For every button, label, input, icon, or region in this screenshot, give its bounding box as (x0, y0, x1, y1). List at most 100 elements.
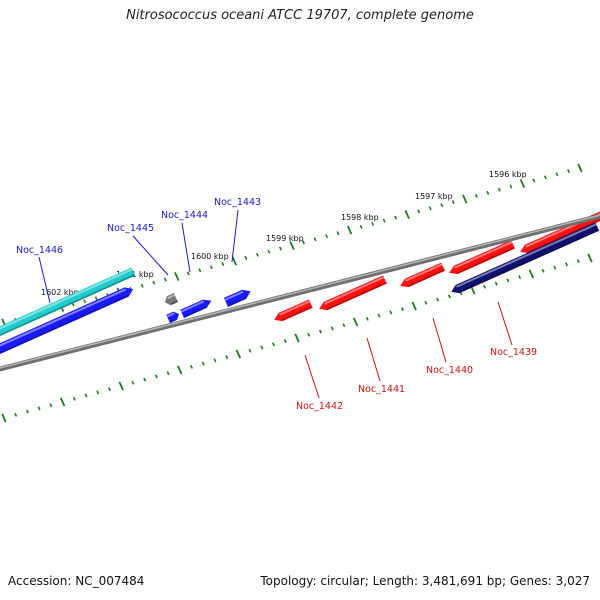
gene-noc-1442-shadow (281, 306, 313, 322)
inner-minor-tick (377, 313, 381, 318)
outer-minor-tick (451, 200, 455, 205)
inner-minor-tick (248, 348, 252, 353)
gene-noc-1440-highlight (405, 263, 443, 282)
outer-minor-tick (94, 296, 98, 301)
inner-minor-tick (494, 281, 498, 286)
leader-noc-1440 (432, 317, 447, 363)
inner-minor-tick (166, 371, 170, 376)
inner-minor-tick (330, 326, 334, 331)
gene-features (0, 211, 600, 355)
inner-minor-tick (518, 275, 522, 280)
map-title: Nitrosococcus oceani ATCC 19707, complet… (126, 8, 474, 23)
outer-minor-tick (497, 187, 501, 192)
inner-major-tick (1, 413, 7, 423)
inner-minor-tick (49, 403, 53, 408)
accession-text: Accession: NC_007484 (8, 574, 145, 588)
gene-noc-1444-highlight (180, 300, 205, 313)
inner-minor-tick (576, 259, 580, 264)
outer-minor-tick (221, 262, 225, 267)
backbone-line (0, 213, 600, 372)
inner-minor-tick (25, 409, 29, 414)
outer-minor-tick (336, 231, 340, 236)
gene-label-noc-1441: Noc_1441 (358, 384, 405, 395)
inner-minor-tick (96, 390, 100, 395)
inner-major-tick (118, 381, 124, 391)
inner-minor-tick (72, 396, 76, 401)
inner-major-tick (587, 253, 593, 263)
inner-minor-tick (506, 278, 510, 283)
outer-minor-tick (244, 255, 248, 260)
gene-noc-1445-shadow (169, 318, 178, 323)
inner-minor-tick (225, 355, 229, 360)
outer-minor-tick (417, 209, 421, 214)
outer-major-tick (577, 163, 583, 173)
gene-noc-1445-band (0, 287, 134, 355)
outer-minor-tick (382, 218, 386, 223)
gene-noc-1444 (180, 299, 212, 318)
gene-noc-1443-body (223, 289, 251, 307)
outer-major-tick (404, 210, 410, 219)
inner-minor-tick (307, 332, 311, 337)
gene-labels: Noc_1446 Noc_1445 Noc_1444 Noc_1443 Noc_1442… (16, 197, 537, 412)
inner-minor-tick (37, 406, 41, 411)
gene-noc-1446 (0, 267, 136, 337)
gene-noc-1443-highlight (224, 290, 244, 301)
outer-major-tick (289, 241, 295, 250)
inner-minor-tick (565, 262, 569, 267)
gene-noc-1445 (166, 311, 180, 323)
outer-minor-tick (428, 206, 432, 211)
outer-minor-tick (302, 240, 305, 245)
outer-minor-tick (325, 234, 329, 239)
inner-major-tick (294, 333, 300, 343)
gene-noc-1442 (274, 299, 313, 322)
scale-labels: 1602 kbp 1601 kbp 1600 kbp 1599 kbp 1598 kbp… (41, 170, 527, 297)
inner-minor-tick (389, 310, 393, 315)
outer-major-tick (519, 179, 526, 188)
scale-label-1597: 1597 kbp (415, 192, 453, 201)
gene-noc-1438-shadow (527, 219, 600, 254)
outer-major-tick (231, 256, 238, 266)
inner-minor-tick (283, 339, 287, 344)
inner-minor-tick (553, 265, 557, 270)
gene-noc-1439 (451, 222, 600, 294)
outer-minor-tick (567, 169, 570, 174)
inner-minor-tick (436, 297, 440, 302)
scale-label-1596: 1596 kbp (489, 170, 527, 179)
inner-tick-ring (1, 253, 593, 423)
label-leader-lines (38, 209, 513, 399)
outer-minor-tick (198, 268, 202, 273)
gene-noc-1441-highlight (324, 276, 385, 305)
inner-minor-tick (143, 377, 147, 382)
gene-noc-1446-body (0, 267, 136, 337)
inner-minor-tick (365, 316, 369, 321)
leader-noc-1439 (497, 301, 513, 346)
outer-minor-tick (371, 221, 375, 226)
inner-minor-tick (201, 361, 205, 366)
inner-major-tick (528, 269, 535, 279)
gene-noc-1445-band-shadow (0, 294, 129, 354)
inner-minor-tick (131, 380, 135, 385)
gene-label-noc-1444: Noc_1444 (161, 210, 208, 221)
inner-minor-tick (272, 342, 276, 347)
gene-noc-1445-band-highlight (0, 288, 127, 347)
gene-small-gray-highlight (167, 294, 176, 300)
outer-minor-tick (486, 190, 490, 195)
gene-label-noc-1446: Noc_1446 (16, 245, 63, 256)
inner-major-tick (59, 397, 66, 407)
leader-noc-1443 (231, 209, 239, 263)
gene-noc-1440-shadow (407, 269, 445, 288)
outer-minor-tick (279, 246, 282, 251)
gene-noc-1439-top-shadow (456, 246, 515, 275)
gene-label-noc-1440: Noc_1440 (426, 365, 473, 376)
gene-noc-1439-top (449, 240, 515, 275)
inner-minor-tick (424, 300, 428, 305)
outer-minor-tick (543, 175, 547, 180)
inner-minor-tick (154, 374, 158, 379)
outer-major-tick (346, 225, 353, 235)
outer-minor-tick (394, 215, 398, 220)
inner-major-tick (411, 301, 417, 311)
gene-noc-1442-highlight (279, 300, 311, 316)
inner-minor-tick (447, 294, 451, 299)
gene-noc-1443 (223, 289, 251, 307)
genome-summary-text: Topology: circular; Length: 3,481,691 bp… (260, 574, 590, 588)
